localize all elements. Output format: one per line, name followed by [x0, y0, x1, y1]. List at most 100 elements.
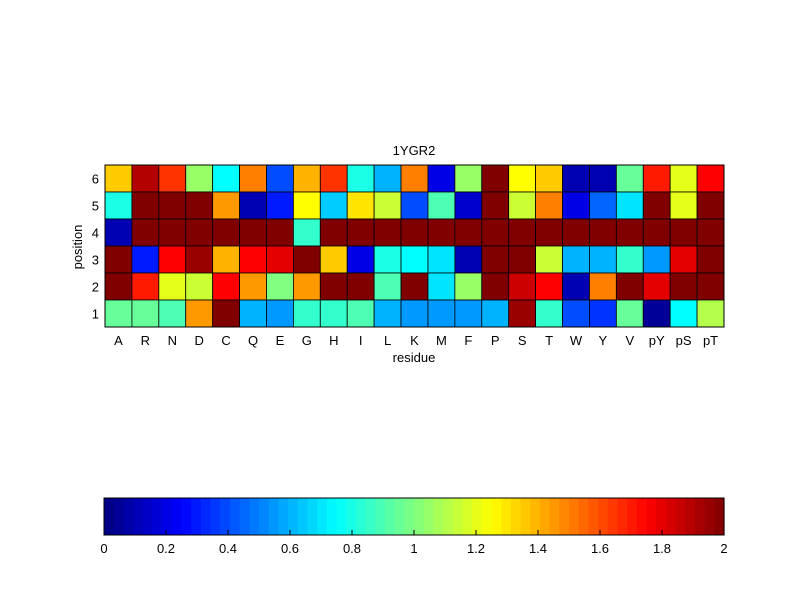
chart-title: 1YGR2 — [393, 143, 436, 158]
heatmap-cell — [212, 245, 240, 274]
heatmap-cell — [346, 164, 375, 193]
colorbar-strip — [549, 498, 560, 535]
heatmap-cell — [346, 218, 375, 247]
colorbar-strip — [268, 498, 279, 535]
heatmap-cell — [696, 191, 725, 220]
heatmap-cell — [481, 245, 510, 274]
colorbar-strip — [104, 498, 115, 535]
colorbar-tick-label: 1.8 — [653, 541, 671, 556]
x-tick-label: Y — [599, 333, 608, 348]
heatmap-cell — [454, 218, 483, 247]
y-axis-label: position — [70, 225, 85, 270]
heatmap-cell — [131, 164, 160, 193]
heatmap-cell — [589, 272, 617, 301]
heatmap-cell — [239, 191, 267, 220]
colorbar-strip — [355, 498, 367, 535]
heatmap-cell — [615, 218, 644, 247]
x-tick-label: V — [625, 333, 634, 348]
colorbar-strip — [443, 498, 454, 535]
heatmap-cell — [508, 218, 537, 247]
colorbar-strip — [617, 498, 628, 535]
heatmap-cell — [508, 272, 537, 301]
heatmap-cell — [212, 272, 240, 301]
colorbar-strip — [462, 498, 473, 535]
heatmap-cell — [319, 164, 348, 193]
heatmap-cell — [562, 191, 590, 220]
colorbar-strip — [685, 498, 696, 535]
x-tick-label: I — [359, 333, 363, 348]
colorbar-strip — [423, 498, 434, 535]
x-tick-label: N — [168, 333, 177, 348]
colorbar-strip — [384, 498, 396, 535]
colorbar-strip — [510, 498, 522, 535]
colorbar-strip — [675, 498, 686, 535]
heatmap-cell — [266, 218, 294, 247]
heatmap-cell — [589, 218, 617, 247]
colorbar-strip — [656, 498, 667, 535]
colorbar-tick-label: 0 — [100, 541, 107, 556]
colorbar-strip — [229, 498, 241, 535]
heatmap-cell — [346, 191, 375, 220]
heatmap-cell — [212, 164, 240, 193]
x-tick-label: M — [436, 333, 447, 348]
heatmap-cell — [589, 164, 617, 193]
x-tick-label: E — [276, 333, 285, 348]
heatmap-cell — [535, 164, 563, 193]
heatmap-cell — [131, 299, 160, 328]
heatmap-cell — [508, 299, 537, 328]
x-tick-label: W — [570, 333, 583, 348]
heatmap-cell — [427, 218, 456, 247]
heatmap-cell — [615, 272, 644, 301]
y-tick-label: 1 — [92, 307, 99, 322]
colorbar-strip — [414, 498, 425, 535]
x-tick-label: T — [545, 333, 553, 348]
x-tick-label: pY — [649, 333, 665, 348]
colorbar-strip — [181, 498, 192, 535]
colorbar-strip — [646, 498, 657, 535]
heatmap-cell — [239, 218, 267, 247]
colorbar-strip — [394, 498, 405, 535]
colorbar-tick-label: 1.6 — [591, 541, 609, 556]
colorbar-strip — [171, 498, 183, 535]
x-axis-label: residue — [393, 350, 436, 365]
colorbar-strip — [317, 498, 328, 535]
y-tick-label: 6 — [92, 172, 99, 187]
heatmap-cell — [319, 218, 348, 247]
heatmap-cell — [373, 164, 402, 193]
x-tick-label: A — [114, 333, 123, 348]
colorbar-strip — [598, 498, 609, 535]
heatmap-cell — [266, 299, 294, 328]
colorbar-strip — [375, 498, 386, 535]
heatmap-cell — [481, 218, 510, 247]
colorbar-strip — [326, 498, 338, 535]
heatmap-cell — [212, 299, 240, 328]
colorbar-strip — [210, 498, 221, 535]
heatmap-cell — [292, 191, 321, 220]
colorbar-strip — [559, 498, 570, 535]
heatmap-cell — [400, 272, 429, 301]
colorbar-strip — [636, 498, 648, 535]
colorbar-tick-label: 0.2 — [157, 541, 175, 556]
heatmap-cell — [373, 191, 402, 220]
heatmap-cell — [535, 272, 563, 301]
heatmap-cell — [158, 191, 187, 220]
colorbar-ticks: 0 0.2 0.4 0.6 0.8 1 1.2 1.4 1.6 1.8 2 — [100, 530, 728, 556]
heatmap-cell — [642, 191, 671, 220]
heatmap-cell — [373, 245, 402, 274]
heatmap-cell — [131, 191, 160, 220]
heatmap-cell — [239, 164, 267, 193]
heatmap-cell — [696, 164, 725, 193]
colorbar-strip — [152, 498, 163, 535]
colorbar-strip — [530, 498, 541, 535]
heatmap-cell — [346, 272, 375, 301]
heatmap-cell — [669, 218, 698, 247]
colorbar-strip — [142, 498, 154, 535]
heatmap-cell — [562, 299, 590, 328]
heatmap-cell — [400, 245, 429, 274]
y-tick-label: 5 — [92, 199, 99, 214]
heatmap-cell — [427, 299, 456, 328]
colorbar-tick-label: 1.4 — [529, 541, 547, 556]
colorbar-strip — [433, 498, 444, 535]
heatmap-cell — [400, 218, 429, 247]
